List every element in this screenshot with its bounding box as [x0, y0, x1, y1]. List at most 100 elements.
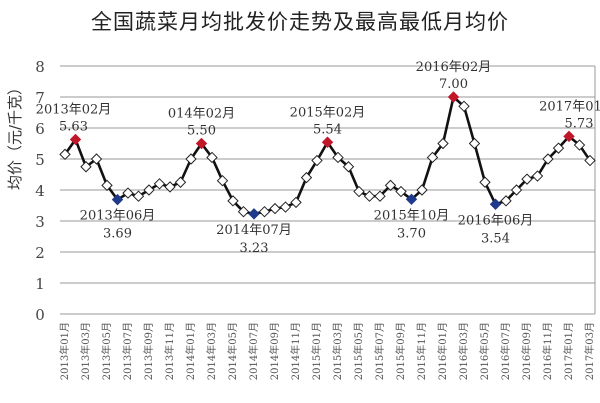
data-marker: [143, 184, 155, 196]
y-tick-label: 4: [35, 182, 45, 200]
annotation-value: 5.73: [565, 116, 594, 131]
annotation-value: 3.70: [397, 226, 426, 241]
max-marker: [447, 91, 460, 103]
data-marker: [468, 137, 481, 150]
x-tick-label: 2014年05月: [226, 322, 239, 380]
y-tick-label: 2: [35, 244, 45, 262]
x-tick-label: 2016年07月: [499, 322, 512, 380]
y-tick-label: 8: [35, 58, 45, 76]
x-tick-label: 2014年09月: [268, 322, 281, 380]
annotation-value: 5.63: [59, 119, 88, 134]
annotation-value: 5.54: [313, 122, 342, 137]
data-marker: [363, 190, 376, 202]
y-tick-label: 1: [35, 275, 45, 293]
min-marker: [489, 198, 502, 210]
y-tick-label: 7: [35, 89, 45, 107]
annotation-date: 014年02月: [168, 107, 235, 122]
x-tick-label: 2016年03月: [457, 322, 470, 380]
annotation-date: 2016年02月: [416, 60, 492, 75]
x-tick-label: 2016年05月: [478, 322, 491, 380]
annotation-date: 2015年02月: [290, 105, 366, 120]
x-tick-label: 2013年05月: [100, 322, 113, 380]
data-marker: [521, 173, 533, 185]
annotation-date: 2014年07月: [216, 223, 292, 238]
data-marker: [185, 153, 197, 165]
data-marker: [542, 153, 554, 165]
x-tick-label: 2016年11月: [541, 322, 554, 380]
annotation-value: 5.50: [187, 124, 216, 139]
data-marker: [80, 161, 92, 173]
data-marker: [101, 179, 113, 192]
min-marker: [111, 193, 124, 206]
data-marker: [510, 184, 523, 196]
x-tick-label: 2015年11月: [415, 322, 428, 380]
x-tick-label: 2015年07月: [373, 322, 386, 380]
x-tick-label: 2014年11月: [289, 322, 302, 380]
data-marker: [573, 139, 586, 151]
data-marker: [426, 151, 439, 164]
data-marker: [584, 154, 596, 167]
data-marker: [479, 176, 491, 188]
data-marker: [206, 151, 218, 164]
data-marker: [164, 181, 176, 193]
data-marker: [384, 179, 397, 192]
annotation-date: 2017年01月,: [539, 99, 600, 114]
x-tick-label: 2016年01月: [436, 322, 449, 380]
max-marker: [69, 133, 82, 146]
annotation-value: 3.54: [481, 231, 510, 246]
x-tick-label: 2014年03月: [205, 322, 218, 380]
data-marker: [269, 202, 281, 215]
x-tick-label: 2013年03月: [79, 322, 92, 380]
data-marker: [290, 196, 302, 209]
x-tick-label: 2013年09月: [142, 322, 155, 380]
x-tick-label: 2015年03月: [331, 322, 344, 380]
annotation-date: 2015年10月: [374, 208, 450, 223]
data-marker: [500, 195, 512, 207]
data-marker: [437, 137, 449, 150]
data-marker: [174, 176, 187, 188]
x-tick-label: 2016年09月: [520, 322, 533, 380]
data-marker: [300, 171, 313, 184]
annotation-date: 2016年06月: [458, 213, 534, 228]
data-marker: [122, 187, 134, 199]
y-tick-label: 0: [35, 306, 45, 324]
annotation-value: 3.23: [240, 241, 269, 256]
min-marker: [405, 193, 418, 206]
y-tick-label: 6: [35, 120, 45, 138]
data-marker: [311, 154, 323, 167]
x-tick-label: 2013年01月: [58, 322, 71, 380]
data-marker: [132, 190, 145, 202]
data-marker: [216, 174, 229, 187]
x-tick-label: 2013年11月: [163, 322, 176, 380]
x-tick-label: 2014年01月: [184, 322, 197, 380]
data-marker: [374, 190, 386, 202]
data-marker: [258, 205, 271, 218]
data-marker: [279, 201, 292, 213]
data-marker: [342, 161, 355, 173]
x-tick-label: 2015年01月: [310, 322, 323, 380]
annotation-date: 2013年06月: [80, 209, 156, 224]
max-marker: [321, 136, 334, 148]
annotation-value: 3.69: [103, 227, 132, 242]
chart-title: 全国蔬菜月均批发价走势及最高最低月均价: [91, 10, 509, 34]
x-tick-label: 2017年03月: [583, 322, 596, 380]
annotation-value: 7.00: [439, 77, 468, 92]
annotation-date: 2013年02月: [36, 102, 112, 117]
x-tick-label: 2013年07月: [121, 322, 134, 380]
data-marker: [332, 151, 344, 164]
x-tick-label: 2015年09月: [394, 322, 407, 380]
min-marker: [248, 208, 260, 220]
data-marker: [227, 195, 239, 207]
data-marker: [552, 142, 565, 154]
data-marker: [458, 100, 470, 113]
data-marker: [237, 205, 250, 218]
data-marker: [531, 170, 544, 182]
data-marker: [90, 153, 103, 165]
x-tick-label: 2014年07月: [247, 322, 260, 380]
data-marker: [59, 148, 71, 161]
max-marker: [563, 130, 575, 143]
y-tick-label: 5: [35, 151, 45, 169]
data-marker: [153, 178, 166, 190]
y-tick-label: 3: [35, 213, 45, 231]
